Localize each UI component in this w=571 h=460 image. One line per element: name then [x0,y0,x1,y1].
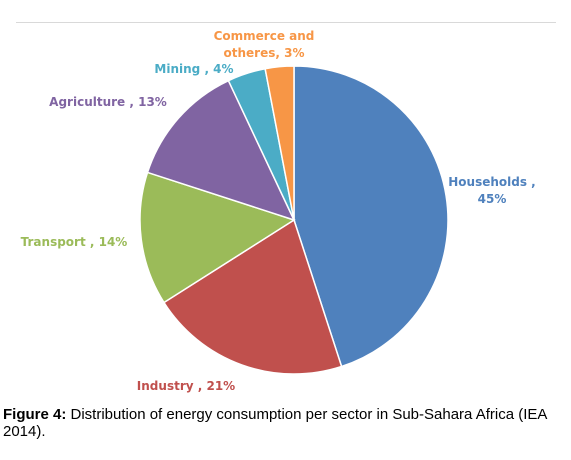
figure-caption: Figure 4: Distribution of energy consump… [3,406,568,440]
slice-label-agriculture: Agriculture , 13% [49,95,167,109]
caption-text: Distribution of energy consumption per s… [3,406,547,440]
slice-label-industry: Industry , 21% [137,379,235,393]
pie-slice-industry [162,218,343,375]
pie-slice-agriculture [146,79,296,222]
pie-slice-transport [139,171,296,304]
pie-slice-commerce-and-otheres [264,65,295,221]
pie-slice-households [293,65,449,368]
slice-label-households: Households , 45% [448,175,535,206]
top-divider [16,22,556,23]
slice-label-transport: Transport , 14% [21,235,128,249]
pie-chart: Households , 45% Industry , 21% Transport ,… [21,29,536,393]
slice-label-commerce-and-otheres: Commerce and otheres, 3% [214,29,315,60]
figure-number: Figure 4: [3,406,67,423]
slice-label-mining: Mining , 4% [154,62,233,76]
